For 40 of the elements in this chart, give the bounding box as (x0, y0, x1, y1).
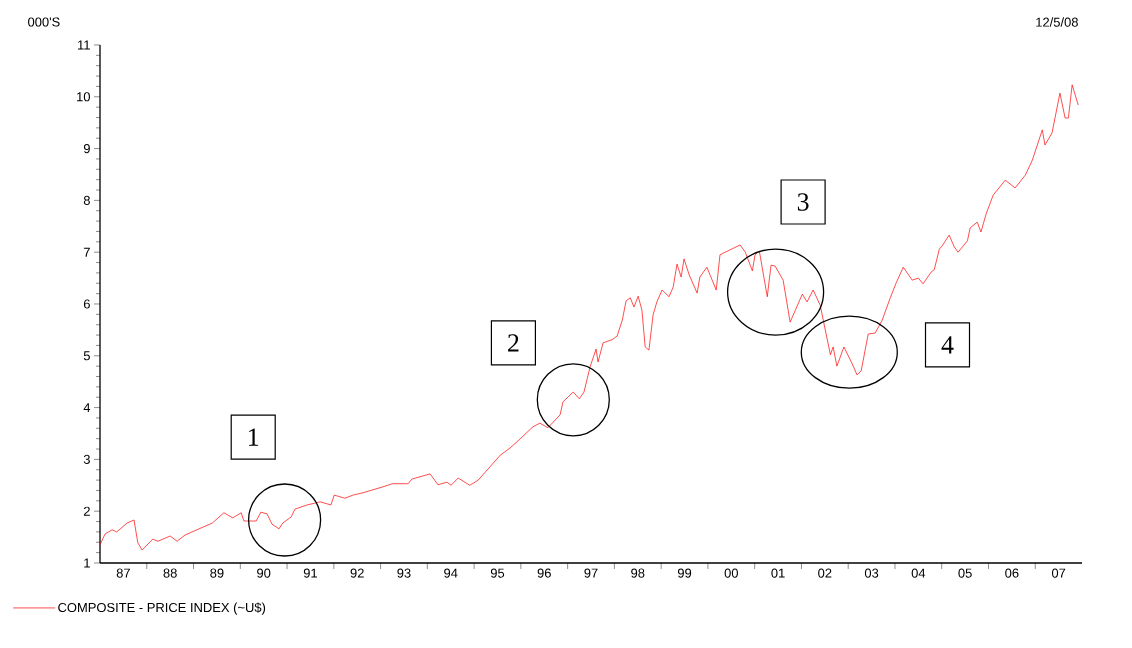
x-tick-label: 87 (116, 568, 130, 578)
y-tick-label: 7 (83, 247, 90, 257)
x-tick-label: 90 (257, 568, 271, 578)
annotation: 2 (508, 334, 519, 352)
x-tick-label: 95 (490, 568, 505, 578)
y-tick-label: 1 (84, 558, 90, 568)
y-tick-label: 2 (83, 506, 90, 516)
x-tick-label: 97 (584, 568, 598, 578)
y-tick-label: 11 (78, 40, 90, 50)
line-series (100, 84, 1079, 551)
y-tick-label: 6 (83, 299, 90, 309)
annotation: 4 (941, 336, 954, 354)
x-tick-label: 03 (864, 568, 879, 578)
x-tick-label: 89 (210, 568, 224, 578)
y-tick-label: 5 (83, 351, 90, 361)
text: 12/5/08 (1036, 17, 1078, 27)
legend-label: COMPOSITE - PRICE INDEX (~U$) (58, 602, 266, 615)
x-tick-label: 92 (350, 568, 364, 578)
x-tick-label: 04 (911, 568, 926, 578)
x-tick-label: 06 (1005, 568, 1019, 578)
y-tick-label: 10 (77, 92, 90, 102)
y-tick-label: 9 (83, 143, 90, 154)
y-axis-title: 000'S (28, 17, 60, 27)
x-tick-label: 93 (397, 568, 411, 578)
x-tick-label: 05 (958, 568, 972, 578)
x-tick-label: 07 (1051, 568, 1066, 578)
x-tick-label: 00 (724, 568, 738, 578)
x-tick-label: 98 (631, 568, 645, 578)
x-tick-label: 01 (771, 568, 785, 578)
annotation: 1 (249, 428, 259, 446)
y-tick-label: 4 (83, 403, 91, 413)
x-tick-label: 94 (444, 568, 458, 578)
x-tick-label: 02 (818, 568, 832, 578)
x-tick-label: 96 (537, 568, 551, 578)
annotation: 3 (797, 193, 809, 211)
x-tick-label: 88 (163, 568, 177, 578)
y-tick-label: 3 (83, 454, 90, 464)
x-tick-label: 91 (303, 568, 318, 578)
y-tick-label: 8 (83, 195, 90, 205)
x-tick-label: 99 (677, 568, 692, 578)
